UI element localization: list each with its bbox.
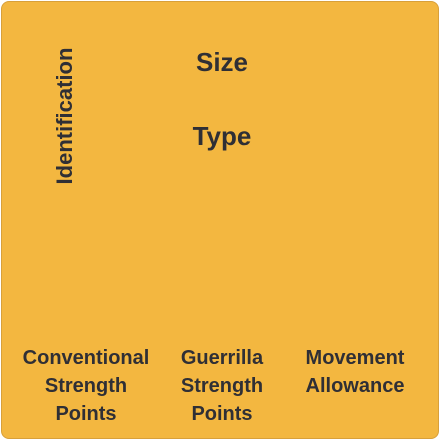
movement-allowance-label: Movement Allowance	[305, 347, 405, 397]
type-label: Type	[192, 121, 252, 151]
size-label: Size	[195, 47, 249, 77]
identification-label: Identification	[52, 47, 77, 185]
conventional-strength-points-label: Conventional Strength Points	[22, 347, 150, 425]
guerrilla-strength-points-label: Guerrilla Strength Points	[180, 347, 264, 425]
